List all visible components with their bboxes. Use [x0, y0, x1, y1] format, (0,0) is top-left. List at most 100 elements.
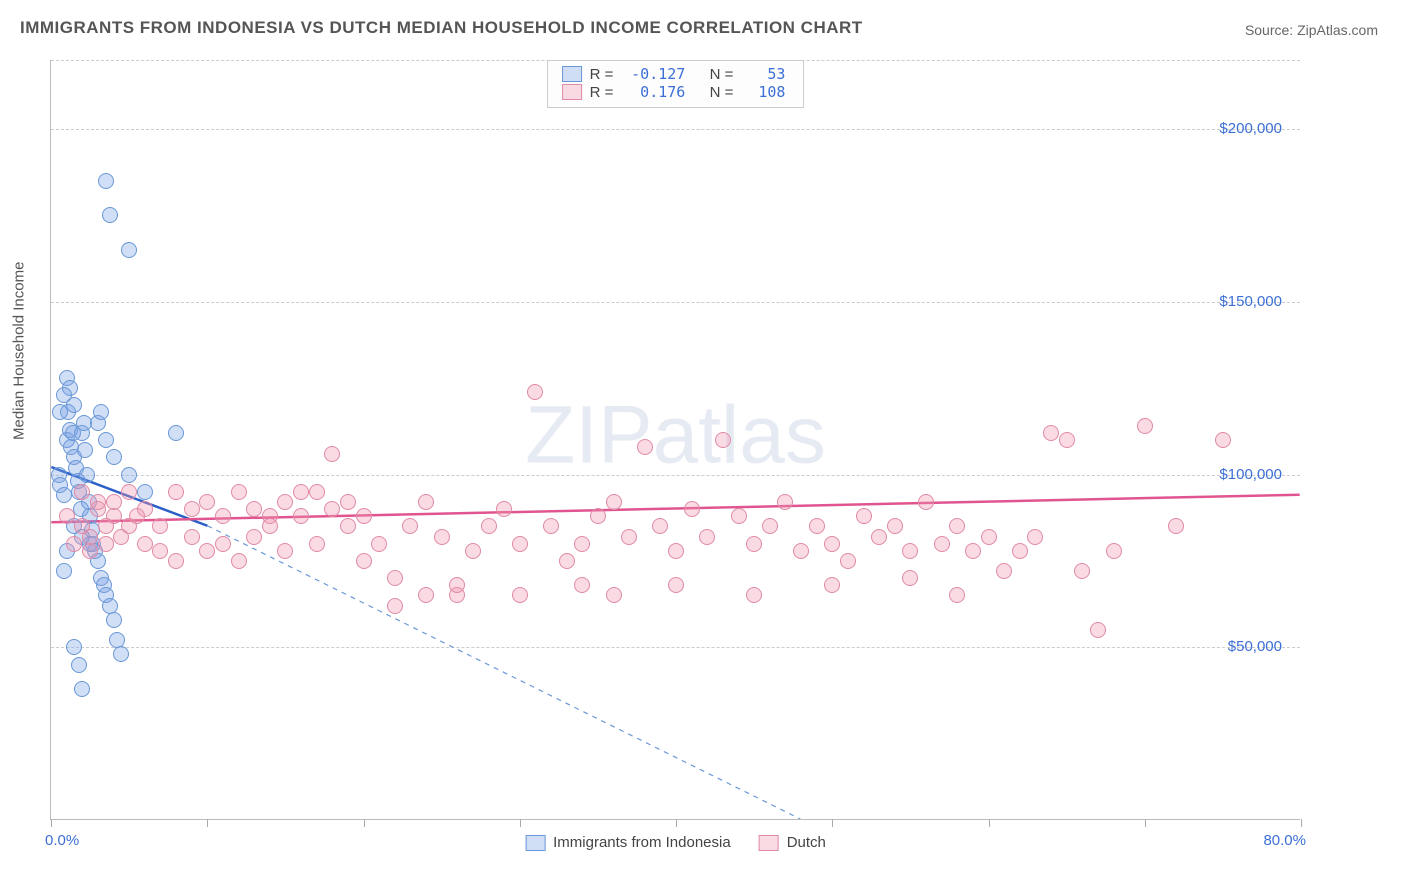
- data-point: [98, 173, 114, 189]
- data-point: [309, 484, 325, 500]
- data-point: [949, 587, 965, 603]
- data-point: [74, 484, 90, 500]
- plot-area: Median Household Income ZIPatlas $50,000…: [50, 60, 1300, 820]
- data-point: [418, 587, 434, 603]
- x-tick: [832, 819, 833, 827]
- data-point: [293, 484, 309, 500]
- data-point: [168, 425, 184, 441]
- legend-n-label: N =: [710, 84, 734, 101]
- data-point: [715, 432, 731, 448]
- legend-n-value: 53: [745, 65, 785, 83]
- x-tick: [364, 819, 365, 827]
- data-point: [1027, 529, 1043, 545]
- data-point: [102, 207, 118, 223]
- data-point: [52, 404, 68, 420]
- data-point: [1059, 432, 1075, 448]
- data-point: [481, 518, 497, 534]
- data-point: [574, 577, 590, 593]
- legend-swatch: [525, 835, 545, 851]
- watermark: ZIPatlas: [525, 388, 826, 482]
- data-point: [324, 446, 340, 462]
- source-value: ZipAtlas.com: [1297, 22, 1378, 38]
- data-point: [246, 529, 262, 545]
- data-point: [98, 432, 114, 448]
- data-point: [918, 494, 934, 510]
- data-point: [840, 553, 856, 569]
- data-point: [1106, 543, 1122, 559]
- data-point: [59, 508, 75, 524]
- data-point: [934, 536, 950, 552]
- data-point: [113, 529, 129, 545]
- data-point: [684, 501, 700, 517]
- x-tick: [520, 819, 521, 827]
- gridline: [51, 647, 1300, 648]
- data-point: [512, 587, 528, 603]
- gridline: [51, 129, 1300, 130]
- data-point: [559, 553, 575, 569]
- data-point: [652, 518, 668, 534]
- data-point: [574, 536, 590, 552]
- data-point: [262, 518, 278, 534]
- data-point: [668, 577, 684, 593]
- data-point: [106, 612, 122, 628]
- data-point: [340, 494, 356, 510]
- data-point: [902, 570, 918, 586]
- data-point: [293, 508, 309, 524]
- data-point: [184, 501, 200, 517]
- data-point: [1215, 432, 1231, 448]
- data-point: [56, 563, 72, 579]
- data-point: [246, 501, 262, 517]
- legend-swatch: [562, 66, 582, 82]
- legend-item: Dutch: [759, 834, 826, 851]
- data-point: [324, 501, 340, 517]
- data-point: [137, 484, 153, 500]
- data-point: [199, 494, 215, 510]
- data-point: [66, 639, 82, 655]
- x-tick: [207, 819, 208, 827]
- data-point: [1043, 425, 1059, 441]
- data-point: [56, 487, 72, 503]
- data-point: [90, 494, 106, 510]
- data-point: [512, 536, 528, 552]
- data-point: [340, 518, 356, 534]
- data-point: [824, 577, 840, 593]
- data-point: [106, 449, 122, 465]
- data-point: [82, 543, 98, 559]
- y-axis-label: Median Household Income: [11, 261, 28, 439]
- data-point: [98, 536, 114, 552]
- data-point: [152, 518, 168, 534]
- y-tick-label: $50,000: [1228, 638, 1282, 655]
- correlation-legend: R =-0.127 N =53R =0.176 N =108: [547, 60, 805, 108]
- legend-series-name: Immigrants from Indonesia: [553, 834, 731, 851]
- data-point: [762, 518, 778, 534]
- data-point: [121, 467, 137, 483]
- data-point: [1168, 518, 1184, 534]
- x-tick: [676, 819, 677, 827]
- data-point: [465, 543, 481, 559]
- data-point: [199, 543, 215, 559]
- data-point: [809, 518, 825, 534]
- legend-series-name: Dutch: [787, 834, 826, 851]
- data-point: [184, 529, 200, 545]
- data-point: [152, 543, 168, 559]
- x-tick: [1145, 819, 1146, 827]
- x-tick: [989, 819, 990, 827]
- legend-r-value: 0.176: [625, 83, 685, 101]
- data-point: [113, 646, 129, 662]
- data-point: [621, 529, 637, 545]
- y-tick-label: $200,000: [1219, 120, 1282, 137]
- data-point: [527, 384, 543, 400]
- data-point: [277, 543, 293, 559]
- data-point: [309, 536, 325, 552]
- data-point: [1090, 622, 1106, 638]
- data-point: [387, 570, 403, 586]
- gridline: [51, 475, 1300, 476]
- data-point: [981, 529, 997, 545]
- data-point: [56, 387, 72, 403]
- data-point: [856, 508, 872, 524]
- data-point: [699, 529, 715, 545]
- data-point: [168, 553, 184, 569]
- data-point: [168, 484, 184, 500]
- data-point: [137, 536, 153, 552]
- data-point: [887, 518, 903, 534]
